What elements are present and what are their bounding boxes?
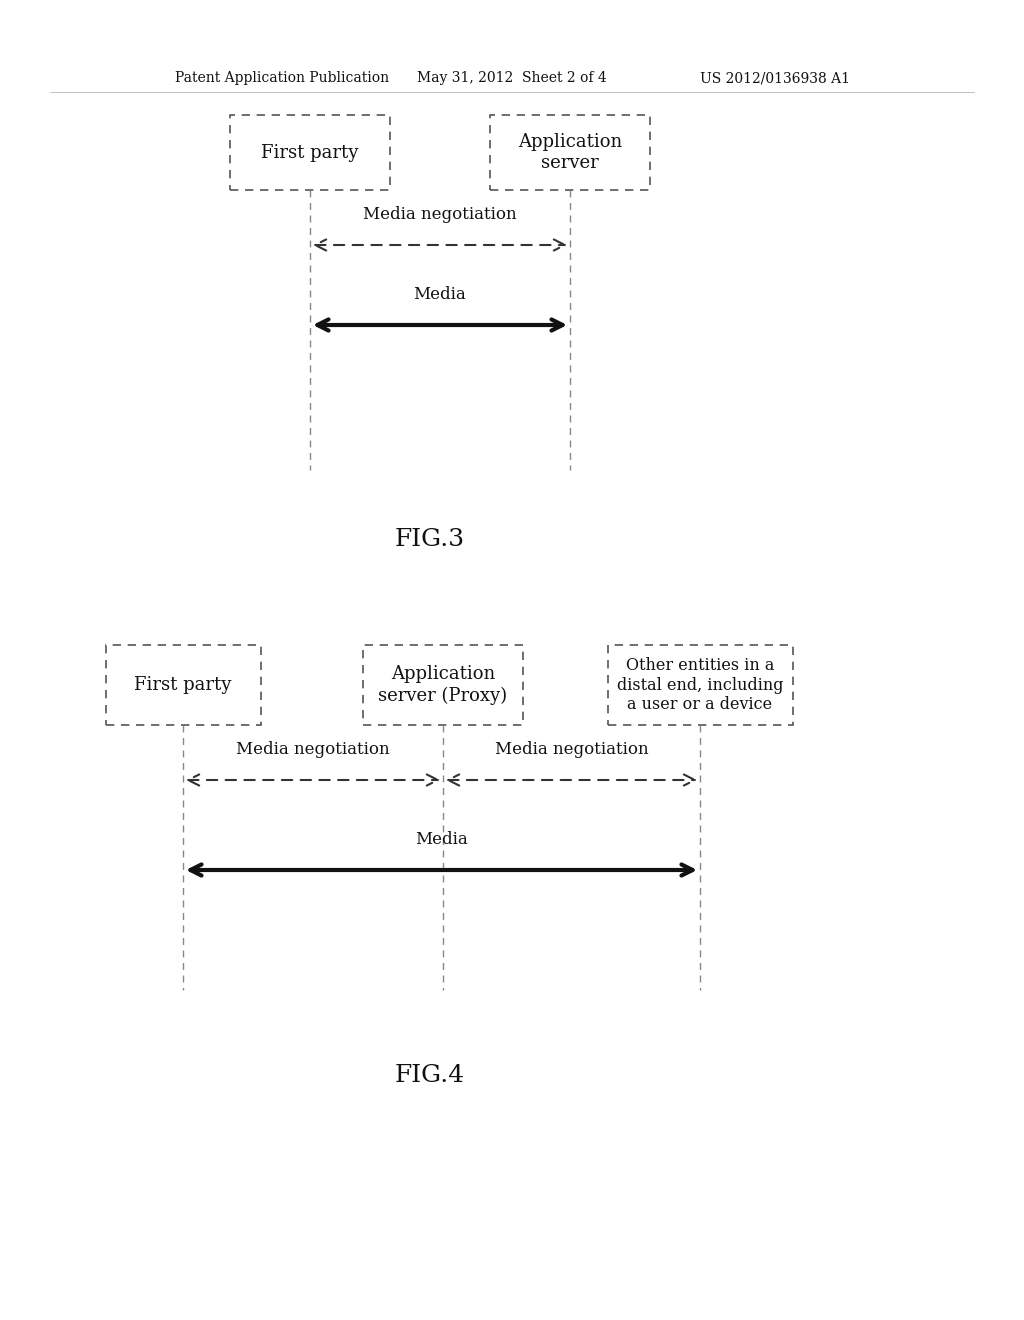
Text: FIG.3: FIG.3 <box>395 528 465 552</box>
Text: Media negotiation: Media negotiation <box>237 741 390 758</box>
Text: US 2012/0136938 A1: US 2012/0136938 A1 <box>700 71 850 84</box>
Bar <box>490 115 650 190</box>
Bar <box>105 645 260 725</box>
Bar <box>230 115 390 190</box>
Text: Patent Application Publication: Patent Application Publication <box>175 71 389 84</box>
Text: Media: Media <box>415 832 468 847</box>
Text: Other entities in a
distal end, including
a user or a device: Other entities in a distal end, includin… <box>616 657 783 713</box>
Text: First party: First party <box>261 144 358 161</box>
Bar <box>607 645 793 725</box>
Text: Media negotiation: Media negotiation <box>364 206 517 223</box>
Bar <box>362 645 523 725</box>
Text: May 31, 2012  Sheet 2 of 4: May 31, 2012 Sheet 2 of 4 <box>417 71 607 84</box>
Text: First party: First party <box>134 676 231 694</box>
Text: Media negotiation: Media negotiation <box>495 741 648 758</box>
Text: FIG.4: FIG.4 <box>395 1064 465 1086</box>
Text: Application
server (Proxy): Application server (Proxy) <box>379 665 508 705</box>
Text: Media: Media <box>414 286 466 304</box>
Text: Application
server: Application server <box>518 133 623 172</box>
